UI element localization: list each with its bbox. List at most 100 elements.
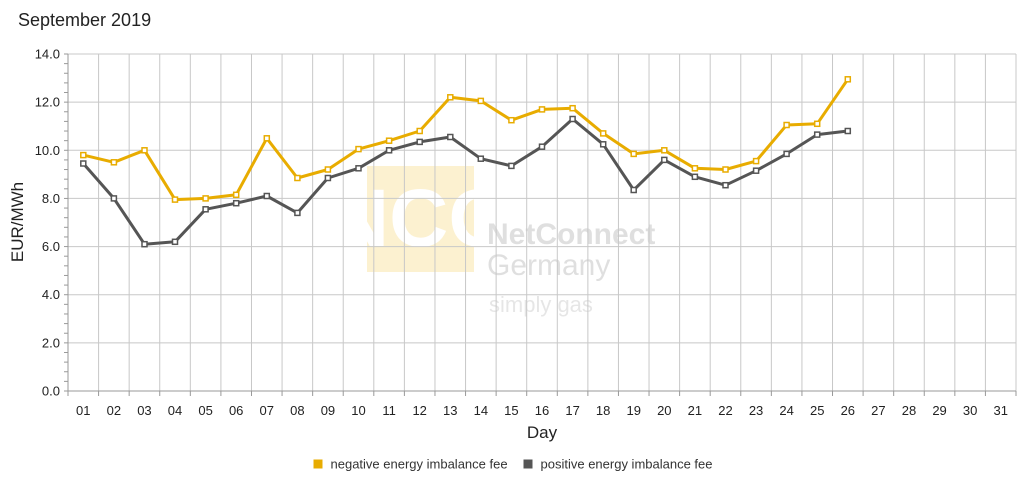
data-point[interactable] <box>630 186 637 194</box>
series-lines <box>80 76 852 248</box>
x-tick-label: 19 <box>627 403 641 418</box>
data-point[interactable] <box>691 173 699 181</box>
x-tick-label: 08 <box>290 403 304 418</box>
data-point[interactable] <box>538 143 546 150</box>
data-point[interactable] <box>263 135 271 142</box>
data-point[interactable] <box>110 159 118 166</box>
y-tick-label: 12.0 <box>35 95 60 110</box>
data-point[interactable] <box>294 209 301 217</box>
data-point[interactable] <box>416 127 423 135</box>
data-point[interactable] <box>752 167 760 174</box>
data-point[interactable] <box>80 151 87 159</box>
data-point[interactable] <box>691 165 699 172</box>
x-tick-label: 07 <box>260 403 274 418</box>
data-point[interactable] <box>385 137 393 144</box>
data-point[interactable] <box>171 196 179 203</box>
data-point[interactable] <box>569 115 576 123</box>
data-point[interactable] <box>783 121 790 129</box>
x-tick-label: 26 <box>841 403 855 418</box>
gridlines <box>68 53 1017 391</box>
data-point[interactable] <box>477 155 485 162</box>
series-negative-fee <box>80 76 852 203</box>
x-tick-label: 31 <box>993 403 1007 418</box>
x-tick-label: 23 <box>749 403 763 418</box>
data-point[interactable] <box>232 199 240 207</box>
y-tick-label: 10.0 <box>35 143 60 158</box>
data-point[interactable] <box>202 195 209 202</box>
data-point[interactable] <box>202 206 209 213</box>
x-tick-label: 03 <box>137 403 151 418</box>
data-point[interactable] <box>508 116 515 124</box>
data-point[interactable] <box>569 104 576 112</box>
x-tick-label: 16 <box>535 403 549 418</box>
watermark-tagline: simply gas <box>489 292 593 317</box>
data-point[interactable] <box>232 191 240 199</box>
data-point[interactable] <box>844 76 852 83</box>
data-point[interactable] <box>141 147 148 154</box>
y-tick-label: 14.0 <box>35 47 60 62</box>
data-point[interactable] <box>447 94 454 101</box>
data-point[interactable] <box>752 157 760 165</box>
y-tick-label: 8.0 <box>42 191 60 206</box>
x-tick-label: 06 <box>229 403 243 418</box>
y-axis-title: EUR/MWh <box>8 182 27 262</box>
data-point[interactable] <box>599 130 607 137</box>
data-point[interactable] <box>294 174 301 182</box>
data-point[interactable] <box>813 120 821 128</box>
x-tick-label: 20 <box>657 403 671 418</box>
data-point[interactable] <box>722 166 729 173</box>
data-point[interactable] <box>171 238 179 246</box>
data-point[interactable] <box>599 141 607 148</box>
data-point[interactable] <box>813 131 821 138</box>
data-point[interactable] <box>661 156 668 164</box>
data-point[interactable] <box>355 165 362 172</box>
data-point[interactable] <box>324 166 332 173</box>
x-tick-label: 15 <box>504 403 518 418</box>
data-point[interactable] <box>110 195 118 202</box>
data-point[interactable] <box>538 106 546 113</box>
x-tick-label: 21 <box>688 403 702 418</box>
y-tick-label: 2.0 <box>42 335 60 350</box>
legend-swatch <box>313 459 323 469</box>
x-tick-label: 09 <box>321 403 335 418</box>
x-tick-label: 12 <box>412 403 426 418</box>
data-point[interactable] <box>508 162 515 170</box>
data-point[interactable] <box>447 133 454 141</box>
x-tick-label: 02 <box>107 403 121 418</box>
data-point[interactable] <box>844 127 852 135</box>
data-point[interactable] <box>324 174 332 182</box>
axes: 0.0 2.0 4.0 6.0 8.0 10.0 12.0 14.0 01 02 03 04 05 06 0… <box>35 47 1017 418</box>
legend-label: negative energy imbalance fee <box>331 457 508 472</box>
legend-item[interactable]: positive energy imbalance fee <box>523 457 713 472</box>
data-point[interactable] <box>141 240 148 248</box>
data-point[interactable] <box>722 181 729 189</box>
data-point[interactable] <box>416 138 423 146</box>
x-tick-label: 25 <box>810 403 824 418</box>
data-point[interactable] <box>661 147 668 154</box>
data-point[interactable] <box>385 147 393 154</box>
data-point[interactable] <box>477 97 485 105</box>
data-point[interactable] <box>80 160 87 167</box>
series-positive-fee <box>80 115 852 248</box>
data-point[interactable] <box>263 192 271 200</box>
x-tick-label: 22 <box>718 403 732 418</box>
x-tick-label: 05 <box>198 403 212 418</box>
legend-swatch <box>523 459 533 469</box>
data-point[interactable] <box>783 150 790 158</box>
watermark-brand-line1: NetConnect <box>487 218 655 251</box>
series-line <box>82 117 848 246</box>
x-tick-label: 17 <box>565 403 579 418</box>
x-tick-label: 24 <box>779 403 793 418</box>
y-tick-label: 4.0 <box>42 287 60 302</box>
y-tick-label: 0.0 <box>42 384 60 399</box>
legend-item[interactable]: negative energy imbalance fee <box>313 457 508 472</box>
x-axis-title: Day <box>527 423 558 442</box>
x-tick-label: 27 <box>871 403 885 418</box>
watermark-brand-line2: Germany <box>487 249 610 282</box>
data-point[interactable] <box>355 145 362 153</box>
data-point[interactable] <box>630 150 637 158</box>
legend-label: positive energy imbalance fee <box>541 457 713 472</box>
y-tick-label: 6.0 <box>42 239 60 254</box>
x-tick-label: 29 <box>932 403 946 418</box>
